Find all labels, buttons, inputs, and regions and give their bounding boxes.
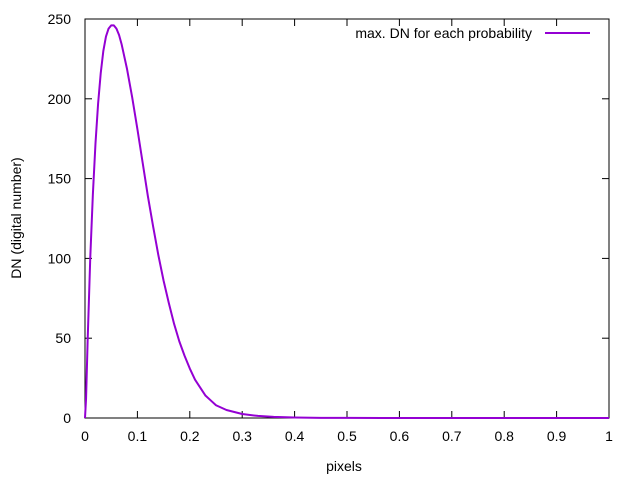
y-tick-label: 100 xyxy=(48,250,72,266)
x-tick-label: 0.4 xyxy=(285,428,305,444)
x-axis-label: pixels xyxy=(326,458,362,474)
x-tick-label: 0.6 xyxy=(390,428,410,444)
plot-frame-group xyxy=(84,18,610,419)
legend-label: max. DN for each probability xyxy=(355,25,532,41)
y-axis-label: DN (digital number) xyxy=(8,157,24,278)
x-tick-label: 0.8 xyxy=(494,428,514,444)
plot-frame xyxy=(84,18,610,419)
y-tick-label: 150 xyxy=(48,171,72,187)
legend: max. DN for each probability xyxy=(355,25,590,41)
x-tick-label: 0.3 xyxy=(232,428,252,444)
y-tick-label: 0 xyxy=(63,410,71,426)
y-tick-label: 200 xyxy=(48,91,72,107)
x-tick-label: 0.7 xyxy=(442,428,462,444)
y-axis-ticks: 0 50 100 150 200 250 xyxy=(48,11,609,426)
y-tick-label: 50 xyxy=(55,330,71,346)
x-axis-ticks: 0 0.1 0.2 0.3 0.4 0.5 0.6 0.7 0.8 0.9 1 xyxy=(81,19,613,444)
x-tick-label: 0.9 xyxy=(547,428,567,444)
x-tick-label: 0.2 xyxy=(180,428,200,444)
x-tick-label: 0.1 xyxy=(128,428,148,444)
x-tick-label: 0 xyxy=(81,428,89,444)
series-line xyxy=(84,24,609,419)
y-tick-label: 250 xyxy=(48,11,72,27)
series-group xyxy=(84,24,609,419)
x-tick-label: 1 xyxy=(605,428,613,444)
x-tick-label: 0.5 xyxy=(337,428,357,444)
